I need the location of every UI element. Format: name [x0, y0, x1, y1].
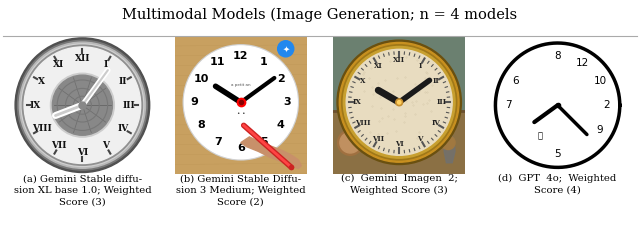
Text: III: III	[123, 101, 136, 110]
Polygon shape	[241, 137, 301, 169]
Circle shape	[52, 75, 113, 135]
Text: X: X	[38, 77, 45, 86]
Circle shape	[346, 49, 452, 155]
Text: V: V	[417, 135, 423, 143]
Text: 10: 10	[593, 76, 607, 86]
Circle shape	[19, 42, 145, 168]
Text: 8: 8	[197, 120, 205, 130]
Text: (b) Gemini Stable Diffu-
sion 3 Medium; Weighted
Score (2): (b) Gemini Stable Diffu- sion 3 Medium; …	[176, 174, 306, 206]
Circle shape	[340, 132, 360, 153]
Circle shape	[24, 47, 141, 164]
Text: 祖: 祖	[537, 132, 542, 141]
Text: I: I	[104, 60, 108, 69]
Circle shape	[337, 40, 461, 165]
Circle shape	[21, 44, 144, 167]
Circle shape	[337, 130, 363, 155]
Circle shape	[22, 45, 143, 165]
Text: 12: 12	[575, 58, 589, 68]
Text: 6: 6	[237, 143, 244, 153]
Text: (c)  Gemini  Imagen  2;
Weighted Score (3): (c) Gemini Imagen 2; Weighted Score (3)	[340, 174, 458, 195]
Text: XI: XI	[53, 60, 65, 69]
Text: 5: 5	[260, 137, 268, 147]
Circle shape	[339, 42, 459, 162]
Bar	[333, 33, 465, 111]
Text: IV: IV	[431, 119, 440, 127]
Circle shape	[342, 45, 457, 160]
Text: I: I	[419, 62, 422, 70]
Text: 10: 10	[193, 74, 209, 84]
Text: ✦: ✦	[282, 44, 289, 53]
Text: VII: VII	[372, 135, 384, 143]
Text: IX: IX	[353, 98, 362, 106]
Text: (d)  GPT  4o;  Weighted
Score (4): (d) GPT 4o; Weighted Score (4)	[499, 174, 617, 195]
Text: XII: XII	[75, 54, 90, 63]
Text: IX: IX	[30, 101, 41, 110]
Text: 6: 6	[512, 76, 518, 86]
Text: • •: • •	[237, 111, 245, 116]
Circle shape	[186, 48, 296, 157]
Text: X: X	[360, 77, 365, 85]
Circle shape	[278, 41, 294, 57]
Text: 9: 9	[191, 97, 198, 107]
Text: 8: 8	[554, 51, 561, 61]
Text: VIII: VIII	[355, 119, 371, 127]
Text: II: II	[432, 77, 439, 85]
Bar	[333, 111, 465, 174]
Text: (a) Gemini Stable diffu-
sion XL base 1.0; Weighted
Score (3): (a) Gemini Stable diffu- sion XL base 1.…	[13, 174, 151, 206]
Text: VI: VI	[77, 148, 88, 157]
Text: XII: XII	[393, 56, 405, 64]
Circle shape	[343, 47, 455, 158]
Text: V: V	[102, 141, 109, 150]
Text: 2: 2	[277, 74, 285, 84]
Text: XI: XI	[374, 62, 383, 70]
Polygon shape	[444, 134, 455, 163]
Text: VI: VI	[395, 140, 404, 148]
Text: 4: 4	[276, 120, 285, 130]
Circle shape	[184, 46, 297, 159]
Text: 11: 11	[210, 58, 225, 67]
Text: VII: VII	[51, 141, 67, 150]
Circle shape	[396, 99, 403, 106]
Circle shape	[17, 40, 147, 170]
Text: 12: 12	[233, 51, 248, 61]
Text: 2: 2	[604, 100, 610, 110]
Text: 9: 9	[596, 125, 604, 135]
Text: 7: 7	[506, 100, 512, 110]
Circle shape	[15, 38, 150, 173]
Circle shape	[183, 45, 298, 160]
Text: 5: 5	[554, 149, 561, 159]
Text: 3: 3	[283, 97, 291, 107]
Text: II: II	[119, 77, 127, 86]
Text: Multimodal Models (Image Generation; n = 4 models: Multimodal Models (Image Generation; n =…	[122, 7, 518, 22]
Circle shape	[441, 136, 455, 150]
Text: III: III	[436, 98, 446, 106]
Text: VIII: VIII	[32, 124, 52, 133]
Text: IV: IV	[117, 124, 129, 133]
Text: a petit an: a petit an	[231, 83, 251, 87]
Text: 7: 7	[214, 137, 221, 147]
Text: 1: 1	[260, 58, 268, 67]
Circle shape	[397, 101, 401, 104]
